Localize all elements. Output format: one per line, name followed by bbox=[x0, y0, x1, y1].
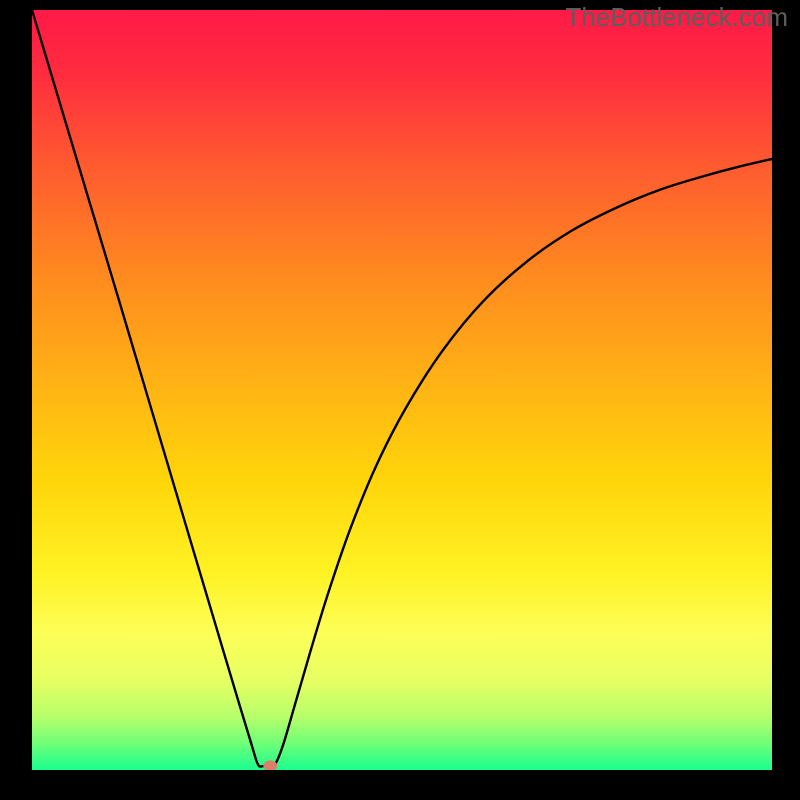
bottleneck-curve bbox=[32, 10, 772, 767]
watermark-text: TheBottleneck.com bbox=[565, 2, 788, 33]
plot-area bbox=[32, 10, 772, 770]
chart-root: TheBottleneck.com bbox=[0, 0, 800, 800]
curve-layer bbox=[32, 10, 772, 770]
